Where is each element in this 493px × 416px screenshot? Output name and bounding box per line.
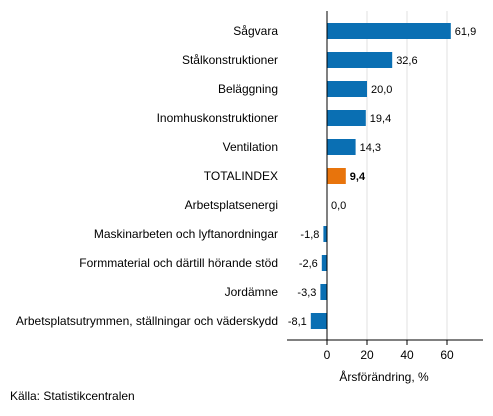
value-label: -3,3 <box>297 287 316 299</box>
value-label: 9,4 <box>350 171 366 183</box>
value-label: 0,0 <box>331 200 346 212</box>
value-label: -1,8 <box>300 229 319 241</box>
bar <box>327 23 451 39</box>
value-label: -2,6 <box>299 258 318 270</box>
bar <box>310 313 327 329</box>
value-label: 14,3 <box>360 142 381 154</box>
bar <box>327 110 366 126</box>
x-tick-label: 20 <box>360 348 374 362</box>
bar <box>327 168 346 184</box>
category-label: Beläggning <box>218 82 278 96</box>
value-label: -8,1 <box>288 316 307 328</box>
x-axis-title: Årsförändring, % <box>339 369 429 384</box>
bar <box>327 52 393 68</box>
bar <box>327 81 367 97</box>
bar <box>320 284 327 300</box>
value-label: 19,4 <box>370 113 391 125</box>
category-label: Jordämne <box>225 285 279 299</box>
source-note: Källa: Statistikcentralen <box>10 389 135 403</box>
category-label: Formmaterial och därtill hörande stöd <box>79 256 278 270</box>
category-label: TOTALINDEX <box>204 169 278 183</box>
value-label: 32,6 <box>396 55 417 67</box>
bar <box>321 255 327 271</box>
category-label: Arbetsplatsutrymmen, ställningar och väd… <box>16 314 278 328</box>
category-label: Maskinarbeten och lyftanordningar <box>94 227 278 241</box>
category-label: Stålkonstruktioner <box>182 53 278 67</box>
value-label: 20,0 <box>371 84 392 96</box>
category-label: Arbetsplatsenergi <box>185 198 278 212</box>
x-tick-label: 0 <box>324 348 331 362</box>
bar <box>327 139 356 155</box>
bar <box>323 226 327 242</box>
category-label: Sågvara <box>233 24 278 38</box>
category-label: Inomhuskonstruktioner <box>157 111 278 125</box>
category-label: Ventilation <box>223 140 278 154</box>
x-tick-label: 40 <box>400 348 414 362</box>
x-tick-label: 60 <box>440 348 454 362</box>
value-label: 61,9 <box>455 26 476 38</box>
